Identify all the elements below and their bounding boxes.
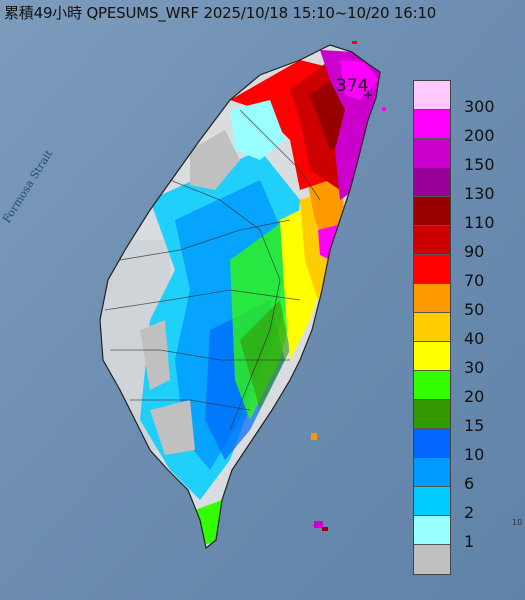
- legend-label: 20: [464, 387, 485, 406]
- north-islet: [352, 41, 357, 44]
- legend-label: 90: [464, 242, 485, 261]
- legend-label: 40: [464, 329, 485, 348]
- legend-swatch: [414, 429, 450, 458]
- legend-swatch: [414, 313, 450, 342]
- coastline: [99, 44, 381, 550]
- legend-swatch: [414, 400, 450, 429]
- legend-label: 15: [464, 416, 485, 435]
- legend-swatch: [414, 139, 450, 168]
- legend-swatch: [414, 342, 450, 371]
- legend-label: 10: [464, 445, 485, 464]
- legend-label: 1: [464, 532, 475, 551]
- county-boundaries: [104, 109, 321, 431]
- legend-swatch: [414, 226, 450, 255]
- legend-swatch: [414, 110, 450, 139]
- legend-swatch: [414, 197, 450, 226]
- legend-swatch: [414, 284, 450, 313]
- legend-swatch: [414, 168, 450, 197]
- map-title: 累積49小時 QPESUMS_WRF 2025/10/18 15:10~10/2…: [4, 4, 437, 22]
- legend-swatch: [414, 458, 450, 487]
- legend-swatch: [414, 81, 450, 110]
- legend-label: 6: [464, 474, 475, 493]
- east-islet: [382, 107, 386, 111]
- legend-swatch: [414, 371, 450, 400]
- green-island: [311, 433, 317, 440]
- legend-label: 300: [464, 97, 495, 116]
- legend-label: 130: [464, 184, 495, 203]
- legend-label: 70: [464, 271, 485, 290]
- legend-label: 150: [464, 155, 495, 174]
- legend-label: 200: [464, 126, 495, 145]
- orchid-island-edge: [322, 527, 328, 531]
- legend-swatch: [414, 545, 450, 574]
- edge-label: 10: [512, 518, 523, 527]
- legend-swatch: [414, 255, 450, 284]
- legend-swatch: [414, 516, 450, 545]
- legend-label: 2: [464, 503, 475, 522]
- max-value-label: 374: [336, 76, 369, 96]
- legend-swatch: [414, 487, 450, 516]
- orchid-island: [314, 521, 323, 528]
- legend-label: 110: [464, 213, 495, 232]
- legend-label: 30: [464, 358, 485, 377]
- max-marker-icon: [364, 91, 372, 99]
- color-legend: [413, 80, 451, 575]
- legend-label: 50: [464, 300, 485, 319]
